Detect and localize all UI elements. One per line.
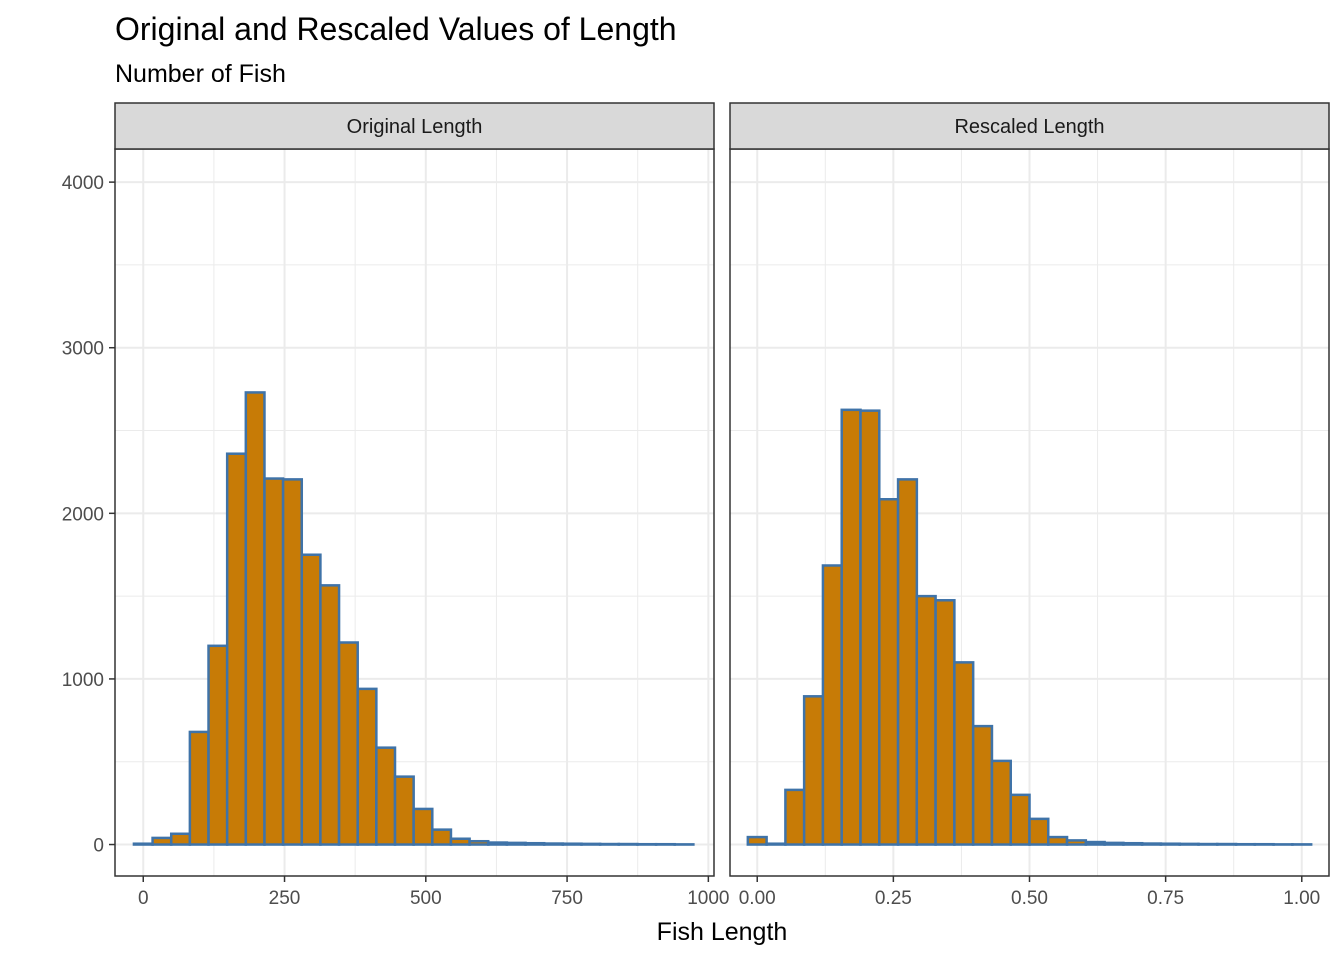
histogram-bar [468, 839, 490, 846]
histogram-bar [132, 842, 154, 846]
x-tick-label: 0.50 [1011, 888, 1048, 909]
histogram-bar [821, 564, 843, 846]
histogram-bar [225, 452, 248, 846]
histogram-bar [878, 498, 900, 846]
histogram-bar [375, 746, 397, 846]
histogram-bar [1178, 842, 1200, 846]
y-tick-label: 2000 [62, 504, 104, 525]
x-tick-label: 1000 [687, 888, 729, 909]
histogram-bar [449, 837, 471, 846]
histogram-bar [784, 788, 806, 846]
histogram-bar [281, 478, 304, 846]
histogram-bar [1084, 840, 1106, 846]
histogram-bar [431, 828, 453, 846]
histogram-bar [840, 408, 862, 846]
histogram-bar [1122, 841, 1144, 846]
histogram-bar [169, 832, 192, 846]
histogram-bar [1028, 817, 1050, 846]
histogram-bar [319, 584, 341, 846]
histogram-bar [859, 409, 881, 846]
facet-panel-0: Original Length 0 250 500 750 1000 0 1000 2000 30… [62, 102, 729, 909]
histogram-bar [1103, 841, 1125, 846]
histogram-bar [505, 841, 527, 846]
chart-subtitle: Number of Fish [115, 60, 286, 88]
facet-strip-label: Original Length [347, 116, 483, 138]
histogram-bar [1159, 842, 1181, 846]
histogram-bar [244, 391, 266, 846]
histogram-bar [971, 724, 994, 846]
y-tick-label: 4000 [62, 173, 104, 194]
histogram-bar [524, 841, 546, 846]
histogram-bar [1009, 793, 1031, 846]
y-tick-label: 3000 [62, 339, 104, 360]
x-tick-label: 0.75 [1147, 888, 1184, 909]
x-tick-label: 0 [138, 888, 149, 909]
facet-strip-label: Rescaled Length [954, 116, 1104, 138]
facet-strip [729, 102, 1330, 150]
histogram-bar [412, 807, 434, 846]
histogram-bar [393, 775, 415, 846]
x-tick-label: 750 [551, 888, 583, 909]
histogram-bar [337, 641, 359, 846]
x-tick-label: 0.00 [739, 888, 776, 909]
chart-title: Original and Rescaled Values of Length [115, 11, 677, 47]
histogram-bar [953, 661, 975, 846]
histogram-bar [1065, 839, 1088, 846]
histogram-bar [542, 842, 565, 846]
x-tick-label: 500 [410, 888, 442, 909]
facet-panels: Original Length 0 250 500 750 1000 0 1000 2000 30… [62, 102, 1330, 909]
x-tick-label: 0.25 [875, 888, 912, 909]
histogram-bar [207, 644, 229, 846]
histogram-bar [561, 842, 583, 846]
y-tick-label: 0 [93, 836, 104, 857]
histogram-bar [486, 841, 509, 846]
histogram-bar [990, 759, 1012, 846]
histogram-bar [356, 687, 378, 846]
histogram-bar [915, 594, 937, 846]
x-tick-label: 250 [269, 888, 301, 909]
histogram-bar [934, 599, 956, 846]
x-tick-label: 1.00 [1283, 888, 1320, 909]
histogram-bar [802, 695, 825, 846]
histogram-bar [188, 730, 210, 846]
x-axis-title: Fish Length [657, 918, 788, 946]
y-tick-label: 1000 [62, 670, 104, 691]
histogram-bar [300, 553, 322, 846]
histogram-bar [746, 835, 768, 846]
histogram-bar [765, 842, 787, 846]
histogram-bar [1047, 835, 1069, 846]
histogram-bar [1140, 842, 1163, 846]
histogram-bar [896, 478, 919, 846]
histogram-bar [580, 842, 602, 846]
facet-panel-1: Rescaled Length 0.00 0.25 0.50 0.75 1.00 [729, 102, 1330, 909]
histogram-bar [151, 836, 173, 846]
facet-strip [114, 102, 715, 150]
histogram-bar [263, 477, 285, 846]
